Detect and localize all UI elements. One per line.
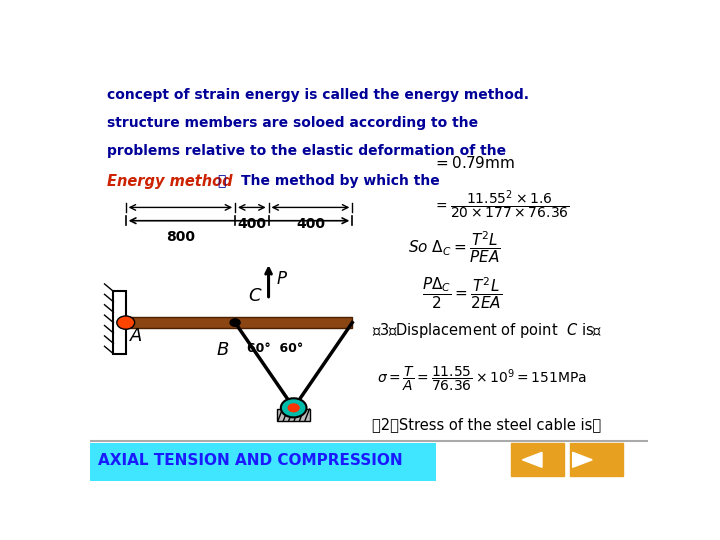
Bar [277,409,310,421]
Text: 400: 400 [238,217,266,231]
Text: problems relative to the elastic deformation of the: problems relative to the elastic deforma… [107,144,506,158]
Text: $= 0.79\mathrm{mm}$: $= 0.79\mathrm{mm}$ [433,154,515,171]
Text: $\sigma = \dfrac{T}{A} = \dfrac{11.55}{76.36} \times 10^{9} = 151\mathrm{MPa}$: $\sigma = \dfrac{T}{A} = \dfrac{11.55}{7… [377,364,588,393]
Text: $A$: $A$ [129,327,143,345]
Bar [570,443,623,476]
Circle shape [287,403,300,413]
Text: 60°  60°: 60° 60° [248,342,304,355]
Text: 400: 400 [296,217,325,231]
Text: $= \dfrac{11.55^2 \times 1.6}{20 \times 177 \times 76.36}$: $= \dfrac{11.55^2 \times 1.6}{20 \times … [433,187,570,220]
Bar [114,292,126,354]
Text: $\dfrac{P\Delta_C}{2} = \dfrac{T^2 L}{2EA}$: $\dfrac{P\Delta_C}{2} = \dfrac{T^2 L}{2E… [422,276,502,311]
Polygon shape [572,453,593,467]
Bar [511,443,564,476]
Text: $P$: $P$ [276,270,288,288]
Circle shape [230,319,240,326]
Bar [126,317,352,328]
Text: concept of strain energy is called the energy method.: concept of strain energy is called the e… [107,87,528,102]
Text: Energy method: Energy method [107,174,233,188]
Text: （3）Displacement of point  $C$ is：: （3）Displacement of point $C$ is： [372,321,602,340]
Text: ：   The method by which the: ： The method by which the [218,174,440,188]
Text: $So\ \Delta_C = \dfrac{T^2 L}{PEA}$: $So\ \Delta_C = \dfrac{T^2 L}{PEA}$ [408,230,500,266]
Text: （2）Stress of the steel cable is：: （2）Stress of the steel cable is： [372,417,601,432]
Polygon shape [523,453,542,467]
Bar [90,443,436,481]
Text: structure members are soloed according to the: structure members are soloed according t… [107,116,478,130]
Circle shape [281,399,307,417]
Text: $C$: $C$ [248,287,262,305]
Circle shape [117,316,135,329]
Text: AXIAL TENSION AND COMPRESSION: AXIAL TENSION AND COMPRESSION [99,453,403,468]
Text: 800: 800 [166,231,195,245]
Text: $B$: $B$ [216,341,230,359]
